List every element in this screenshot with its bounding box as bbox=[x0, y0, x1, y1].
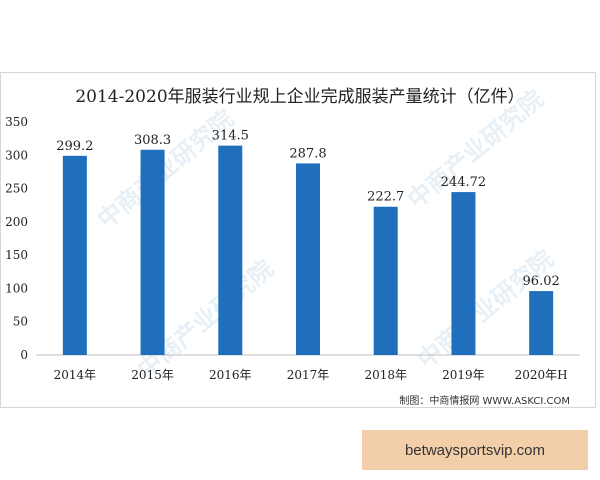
chart-credit: 制图：中商情报网 WWW.ASKCI.COM bbox=[399, 396, 570, 407]
data-label: 314.5 bbox=[212, 129, 249, 144]
data-label: 308.3 bbox=[134, 133, 171, 148]
data-label: 244.72 bbox=[441, 175, 487, 190]
bar-chart: 0 50 100 150 200 250 300 350 299.2 2014年 308.3 2015… bbox=[5, 115, 580, 382]
y-tick-label: 0 bbox=[20, 348, 28, 362]
bar bbox=[296, 163, 320, 355]
x-tick-label: 2017年 bbox=[287, 368, 330, 382]
bar bbox=[451, 192, 476, 355]
bar bbox=[373, 206, 398, 355]
y-tick-label: 150 bbox=[5, 248, 28, 262]
x-tick-label: 2016年 bbox=[209, 368, 252, 382]
y-tick-label: 250 bbox=[5, 182, 28, 196]
x-tick-label: 2019年 bbox=[442, 368, 485, 382]
y-tick-label: 200 bbox=[5, 215, 28, 229]
bar bbox=[62, 155, 87, 355]
y-tick-label: 300 bbox=[5, 148, 28, 162]
data-label: 96.02 bbox=[523, 274, 560, 289]
bar bbox=[140, 149, 165, 355]
data-label: 299.2 bbox=[56, 139, 93, 154]
y-tick-label: 50 bbox=[13, 315, 28, 329]
chart-title: 2014-2020年服装行业规上企业完成服装产量统计（亿件） bbox=[75, 87, 525, 107]
y-tick-label: 100 bbox=[5, 281, 28, 295]
y-tick-label: 350 bbox=[5, 115, 28, 129]
footer-banner-link[interactable]: betwaysportsvip.com bbox=[362, 430, 588, 470]
bar bbox=[218, 145, 243, 355]
x-tick-label: 2015年 bbox=[131, 368, 174, 382]
data-label: 287.8 bbox=[289, 146, 326, 161]
x-tick-label: 2014年 bbox=[54, 368, 97, 382]
bar bbox=[529, 291, 554, 355]
x-tick-label: 2018年 bbox=[364, 368, 407, 382]
x-tick-label: 2020年H bbox=[515, 368, 568, 382]
data-label: 222.7 bbox=[367, 190, 404, 205]
